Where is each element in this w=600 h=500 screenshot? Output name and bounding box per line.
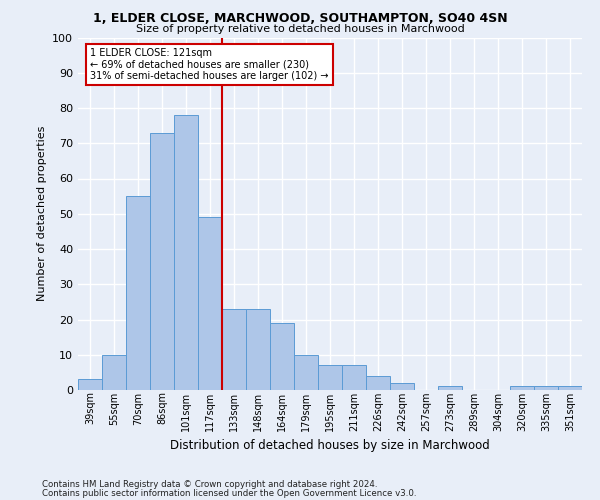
Bar — [246, 309, 270, 390]
Bar — [438, 386, 462, 390]
Bar — [366, 376, 390, 390]
Bar — [222, 309, 246, 390]
Bar — [102, 355, 126, 390]
X-axis label: Distribution of detached houses by size in Marchwood: Distribution of detached houses by size … — [170, 439, 490, 452]
Bar — [558, 386, 582, 390]
Bar — [342, 366, 366, 390]
Text: 1 ELDER CLOSE: 121sqm
← 69% of detached houses are smaller (230)
31% of semi-det: 1 ELDER CLOSE: 121sqm ← 69% of detached … — [90, 48, 329, 82]
Bar — [78, 380, 102, 390]
Bar — [294, 355, 318, 390]
Bar — [510, 386, 534, 390]
Text: 1, ELDER CLOSE, MARCHWOOD, SOUTHAMPTON, SO40 4SN: 1, ELDER CLOSE, MARCHWOOD, SOUTHAMPTON, … — [92, 12, 508, 26]
Bar — [318, 366, 342, 390]
Text: Contains public sector information licensed under the Open Government Licence v3: Contains public sector information licen… — [42, 489, 416, 498]
Bar — [534, 386, 558, 390]
Text: Contains HM Land Registry data © Crown copyright and database right 2024.: Contains HM Land Registry data © Crown c… — [42, 480, 377, 489]
Bar — [126, 196, 150, 390]
Y-axis label: Number of detached properties: Number of detached properties — [37, 126, 47, 302]
Bar — [150, 132, 174, 390]
Bar — [174, 115, 198, 390]
Text: Size of property relative to detached houses in Marchwood: Size of property relative to detached ho… — [136, 24, 464, 34]
Bar — [270, 323, 294, 390]
Bar — [198, 218, 222, 390]
Bar — [390, 383, 414, 390]
